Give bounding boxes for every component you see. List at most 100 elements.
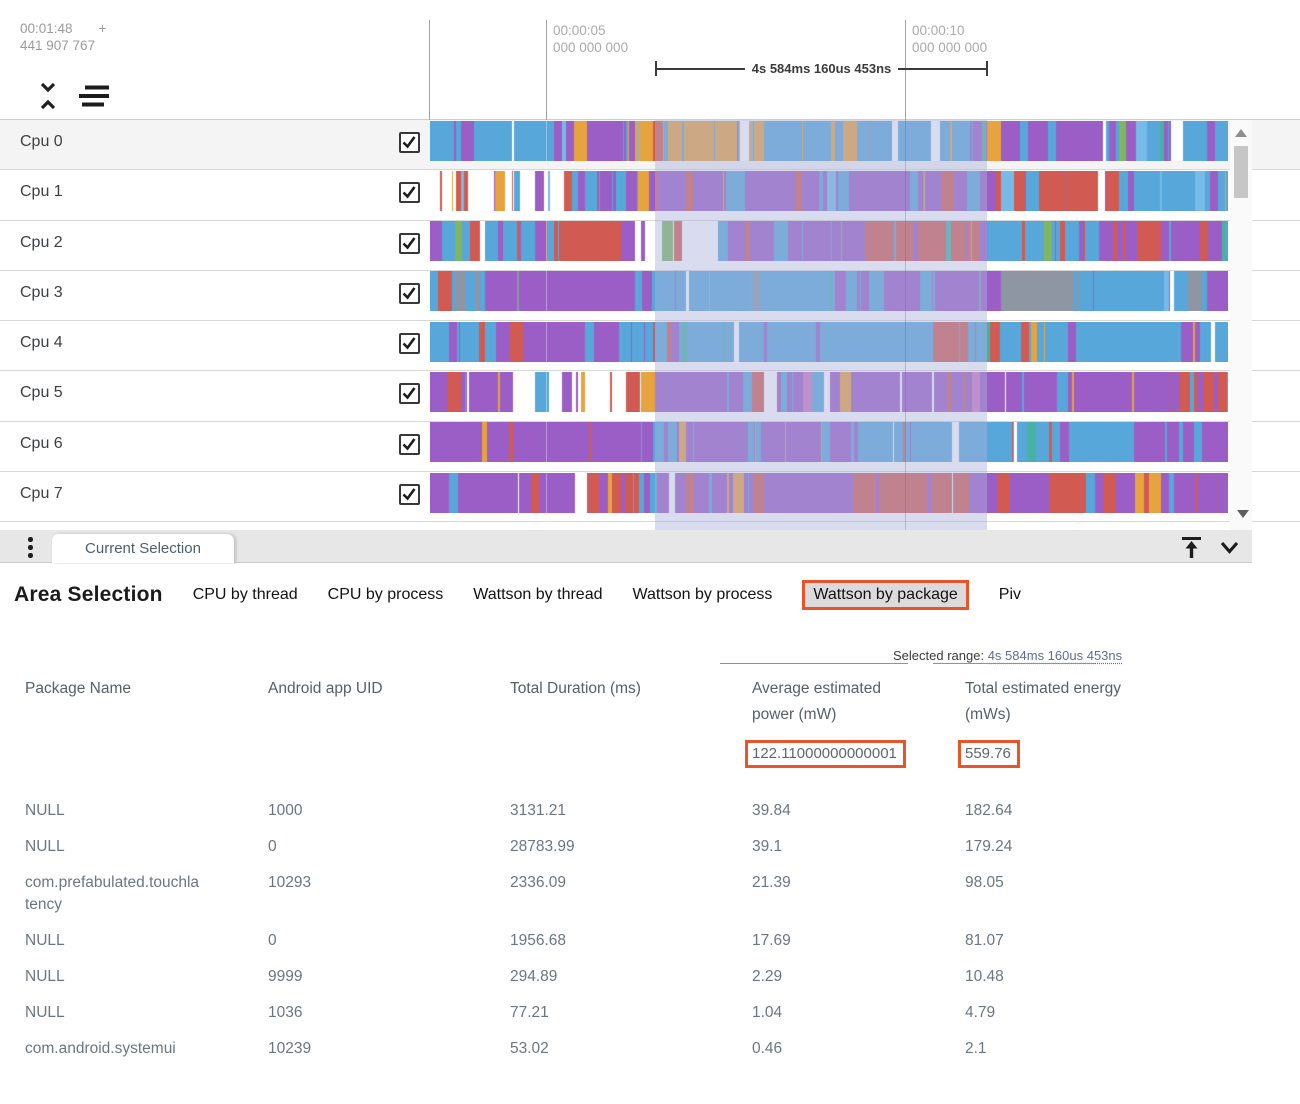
column-header[interactable]: Package Name — [25, 680, 131, 697]
table-row: NULL 1036 77.21 1.04 4.79 — [25, 995, 1255, 1031]
ruler-tick — [905, 20, 906, 120]
table-cell: 1956.68 — [510, 932, 567, 949]
table-cell: 10.48 — [965, 968, 1004, 985]
cpu-track-row[interactable]: Cpu 2 — [0, 220, 1300, 271]
cpu-sched-track[interactable] — [430, 371, 1228, 412]
range-whisker-left — [655, 61, 657, 76]
ruler-tick — [429, 20, 430, 120]
scrollbar-thumb[interactable] — [1234, 146, 1248, 198]
panel-tab-wattson-by-package[interactable]: Wattson by package — [802, 580, 969, 610]
table-row: NULL 9999 294.89 2.29 10.48 — [25, 959, 1255, 995]
cpu-track-row[interactable]: Cpu 6 — [0, 421, 1300, 473]
sort-tracks-icon[interactable] — [78, 82, 112, 115]
panel-tab-cpu-by-thread[interactable]: CPU by thread — [192, 586, 298, 603]
tab-current-selection[interactable]: Current Selection — [52, 534, 234, 563]
cpu-sched-track[interactable] — [430, 321, 1228, 362]
origin-plus: + — [98, 21, 107, 36]
panel-tab-wattson-by-thread[interactable]: Wattson by thread — [473, 586, 603, 603]
cpu-sched-track[interactable] — [430, 221, 1228, 262]
origin-time: 00:01:48 — [20, 21, 73, 36]
table-cell: com.prefabulated.touchlatency — [25, 874, 200, 913]
cpu-track-list: Cpu 0 Cpu 1 Cpu 2 Cpu 3 Cpu 4 Cpu 5 Cpu 6 Cpu 7 — [0, 120, 1300, 530]
cpu-track-row[interactable]: Cpu 3 — [0, 270, 1300, 322]
aggregate-underline — [933, 663, 1095, 664]
column-header[interactable]: Total estimated energy (mWs) — [965, 680, 1121, 723]
table-cell: 21.39 — [752, 874, 791, 891]
collapse-tracks-icon[interactable] — [36, 80, 60, 117]
aggregate-total-energy-value: 559.76 — [958, 740, 1020, 768]
table-cell: 53.02 — [510, 1040, 549, 1057]
column-header[interactable]: Average estimated power (mW) — [752, 680, 881, 723]
table-cell: 2.29 — [752, 968, 783, 985]
cpu-track-label: Cpu 7 — [20, 485, 63, 503]
table-cell: 2336.09 — [510, 874, 567, 891]
cpu-track-checkbox[interactable] — [399, 282, 420, 304]
cpu-track-checkbox[interactable] — [399, 484, 420, 506]
table-cell: 0 — [268, 932, 277, 949]
table-cell: 10293 — [268, 874, 312, 891]
table-cell: 81.07 — [965, 932, 1004, 949]
tab-current-selection-label: Current Selection — [85, 540, 201, 557]
collapse-panel-chevron-down-icon[interactable] — [1216, 534, 1243, 566]
cpu-track-row[interactable]: Cpu 1 — [0, 170, 1300, 221]
panel-tab-piv[interactable]: Piv — [998, 586, 1021, 603]
timeline-origin-label: 00:01:48 + 441 907 767 — [20, 20, 106, 54]
table-cell: NULL — [25, 968, 65, 985]
cpu-track-row[interactable]: Cpu 5 — [0, 371, 1300, 422]
table-cell: 4.79 — [965, 1004, 996, 1021]
table-cell: 17.69 — [752, 932, 791, 949]
cpu-track-row[interactable]: Cpu 4 — [0, 321, 1300, 372]
cpu-track-checkbox[interactable] — [399, 232, 420, 254]
area-selection-panel: Area Selection CPU by thread CPU by proce… — [0, 564, 1300, 1104]
column-header[interactable]: Total Duration (ms) — [510, 680, 641, 697]
table-cell: NULL — [25, 838, 65, 855]
table-cell: 179.24 — [965, 838, 1013, 855]
cpu-track-checkbox[interactable] — [399, 132, 420, 153]
table-cell: 28783.99 — [510, 838, 575, 855]
cpu-sched-track[interactable] — [430, 170, 1228, 211]
column-header[interactable]: Android app UID — [268, 680, 383, 697]
cpu-sched-track[interactable] — [430, 271, 1228, 312]
range-duration-label: 4s 584ms 160us 453ns — [751, 61, 892, 76]
cpu-track-checkbox[interactable] — [399, 433, 420, 455]
table-cell: 0 — [268, 838, 277, 855]
cpu-track-checkbox[interactable] — [399, 383, 420, 405]
table-row: NULL 1000 3131.21 39.84 182.64 — [25, 793, 1255, 829]
panel-tab-cpu-by-process[interactable]: CPU by process — [327, 586, 444, 603]
scrollbar-down-arrow[interactable] — [1237, 510, 1249, 518]
table-cell: 0.46 — [752, 1040, 783, 1057]
range-whisker-right — [986, 61, 988, 76]
panel-tab-wattson-by-process[interactable]: Wattson by process — [632, 586, 773, 603]
table-row: NULL 0 28783.99 39.1 179.24 — [25, 829, 1255, 865]
selected-range-value-link[interactable]: 4s 584ms 160us 453ns — [987, 648, 1123, 663]
scrollbar-up-arrow[interactable] — [1235, 129, 1247, 137]
expand-panel-to-top-icon[interactable] — [1178, 534, 1205, 566]
table-row: com.prefabulated.touchlatency 10293 2336.0… — [25, 865, 1255, 923]
table-cell: 77.21 — [510, 1004, 549, 1021]
cpu-sched-track[interactable] — [430, 472, 1228, 513]
cpu-track-label: Cpu 1 — [20, 183, 63, 201]
table-cell: 2.1 — [965, 1040, 987, 1057]
vertical-scrollbar[interactable] — [1230, 120, 1252, 530]
ruler-tick-label: 00:00:10 000 000 000 — [912, 23, 988, 55]
table-cell: 182.64 — [965, 802, 1013, 819]
cpu-track-label: Cpu 6 — [20, 434, 63, 452]
cpu-track-checkbox[interactable] — [399, 333, 420, 355]
cpu-track-row[interactable]: Cpu 7 — [0, 472, 1300, 523]
cpu-track-row[interactable]: Cpu 0 — [0, 120, 1300, 171]
cpu-sched-track[interactable] — [430, 422, 1228, 463]
cpu-sched-track[interactable] — [430, 120, 1228, 161]
panel-menu-kebab-icon[interactable] — [28, 537, 33, 561]
table-cell: 10239 — [268, 1040, 312, 1057]
ruler-tick-label: 00:00:05 000 000 000 — [553, 23, 629, 55]
table-cell: 39.84 — [752, 802, 791, 819]
cpu-track-checkbox[interactable] — [399, 182, 420, 204]
table-cell: NULL — [25, 802, 65, 819]
aggregate-underline — [720, 663, 908, 664]
selection-range-marker: 4s 584ms 160us 453ns — [655, 61, 988, 76]
selected-range-label: Selected range: — [893, 648, 985, 663]
panel-title: Area Selection — [14, 583, 163, 606]
selected-range: Selected range: 4s 584ms 160us 453ns — [893, 648, 1122, 663]
ruler-tick — [546, 20, 547, 120]
